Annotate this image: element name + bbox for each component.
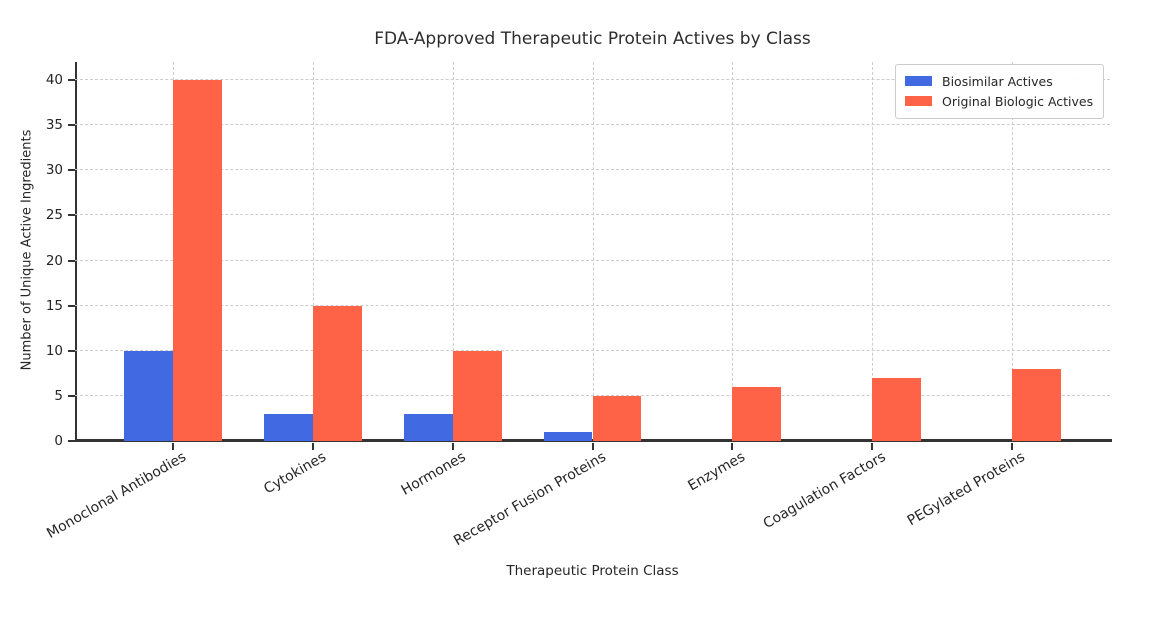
x-tick <box>731 443 734 450</box>
x-tick-label: Hormones <box>398 449 469 499</box>
bar-original-biologic-actives <box>872 377 922 441</box>
y-tick <box>68 394 75 397</box>
y-tick <box>68 214 75 217</box>
y-tick <box>68 79 75 82</box>
legend: Biosimilar Actives Original Biologic Acti… <box>895 64 1104 119</box>
x-tick-label: PEGylated Proteins <box>905 449 1029 530</box>
bar-original-biologic-actives <box>592 395 642 441</box>
legend-item: Biosimilar Actives <box>905 71 1094 91</box>
y-tick-label: 40 <box>45 72 63 89</box>
x-tick-label: Coagulation Factors <box>760 449 889 533</box>
legend-label: Original Biologic Actives <box>942 93 1094 109</box>
bar-biosimilar-actives <box>543 431 593 441</box>
legend-swatch <box>905 76 932 86</box>
x-gridline <box>592 62 594 441</box>
y-tick-label: 10 <box>45 342 63 359</box>
x-gridline <box>312 62 314 441</box>
x-tick-label: Cytokines <box>261 449 329 498</box>
legend-swatch <box>905 96 932 106</box>
legend-label: Biosimilar Actives <box>942 73 1053 89</box>
bar-biosimilar-actives <box>263 413 313 441</box>
x-tick-label: Monoclonal Antibodies <box>44 449 189 542</box>
bar-original-biologic-actives <box>452 350 502 441</box>
plot-area: 0 5 10 15 20 25 30 35 40 <box>46 62 1112 450</box>
chart-title: FDA-Approved Therapeutic Protein Actives… <box>374 29 811 49</box>
y-tick-label: 30 <box>45 162 63 179</box>
x-gridline <box>872 62 874 441</box>
x-gridline <box>1012 62 1014 441</box>
y-tick <box>68 349 75 352</box>
x-tick <box>871 443 874 450</box>
legend-item: Original Biologic Actives <box>905 91 1094 111</box>
y-tick-label: 0 <box>54 433 63 449</box>
x-tick <box>451 443 454 450</box>
bar-original-biologic-actives <box>312 305 362 441</box>
y-tick-label: 15 <box>45 297 63 314</box>
y-tick-label: 5 <box>54 387 63 404</box>
bar-biosimilar-actives <box>123 350 173 441</box>
y-axis-spine <box>75 62 77 441</box>
x-gridline <box>732 62 734 441</box>
x-tick <box>1011 443 1014 450</box>
x-axis-label: Therapeutic Protein Class <box>506 563 679 579</box>
y-tick-label: 25 <box>45 207 63 224</box>
bar-original-biologic-actives <box>172 80 222 441</box>
y-tick-label: 20 <box>45 252 63 269</box>
y-tick <box>68 259 75 262</box>
y-tick <box>68 169 75 172</box>
bar-original-biologic-actives <box>1012 368 1062 441</box>
x-tick-label: Receptor Fusion Proteins <box>450 449 609 550</box>
x-tick <box>591 443 594 450</box>
y-tick-label: 35 <box>45 117 63 134</box>
x-tick <box>311 443 314 450</box>
x-tick-label: Enzymes <box>685 449 749 495</box>
x-gridline <box>452 62 454 441</box>
x-tick <box>171 443 174 450</box>
y-tick <box>68 440 75 442</box>
bar-biosimilar-actives <box>403 413 453 441</box>
y-tick <box>68 304 75 307</box>
bar-original-biologic-actives <box>732 386 782 441</box>
y-tick <box>68 124 75 127</box>
